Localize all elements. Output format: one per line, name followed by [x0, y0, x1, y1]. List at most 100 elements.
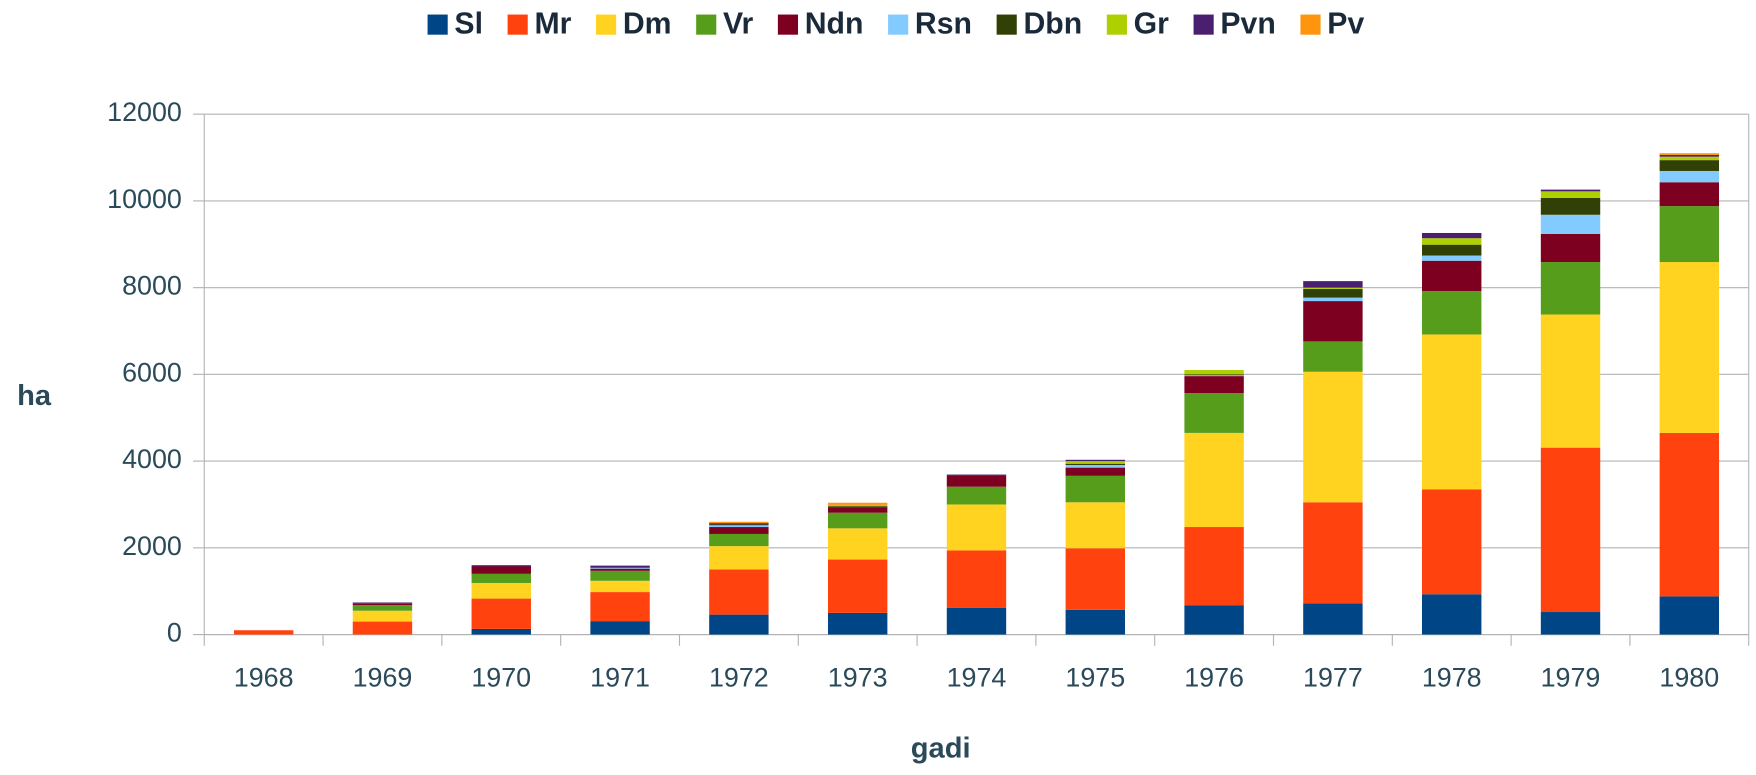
legend-label: Mr	[534, 8, 571, 41]
bar-segment	[709, 522, 768, 523]
legend-swatch	[1300, 15, 1320, 35]
y-tick-label: 2000	[122, 531, 182, 561]
bar-segment	[472, 629, 531, 635]
bar-segment	[1422, 334, 1481, 489]
bar-segment	[828, 528, 887, 559]
bar-segment	[1660, 433, 1719, 596]
x-tick-label: 1977	[1303, 662, 1363, 692]
y-tick-label: 10000	[107, 184, 182, 214]
x-tick-label: 1978	[1422, 662, 1482, 692]
bar-segment	[709, 527, 768, 534]
bar-segment	[1660, 160, 1719, 171]
bar-segment	[947, 504, 1006, 550]
legend-swatch	[1107, 15, 1127, 35]
bar-segment	[828, 505, 887, 506]
bar-segment	[947, 475, 1006, 476]
bar-segment	[353, 611, 412, 622]
bar-segment	[1066, 461, 1125, 464]
bar-segment	[1303, 603, 1362, 634]
bar-segment	[353, 605, 412, 611]
bar-segment	[1303, 289, 1362, 298]
bar-segment	[1184, 370, 1243, 374]
bar-segment	[1184, 527, 1243, 605]
bar-segment	[1184, 376, 1243, 393]
bar-segment	[947, 487, 1006, 505]
chart: ha gadi 02000400060008000100001200019681…	[0, 0, 1756, 770]
x-tick-label: 1976	[1184, 662, 1244, 692]
bar-segment	[1541, 191, 1600, 198]
bar-segment	[1541, 315, 1600, 448]
bar-segment	[1184, 606, 1243, 635]
bar-segment	[1660, 596, 1719, 634]
bar-segment	[1066, 476, 1125, 502]
y-tick-label: 6000	[122, 357, 182, 387]
legend-swatch	[1194, 15, 1214, 35]
bar-segment	[1660, 206, 1719, 262]
bar-segment	[1303, 298, 1362, 301]
y-tick-label: 8000	[122, 271, 182, 301]
bar-segment	[709, 570, 768, 615]
legend-label: Pvn	[1220, 8, 1275, 41]
x-tick-label: 1979	[1541, 662, 1601, 692]
x-tick-label: 1980	[1659, 662, 1719, 692]
y-tick-label: 4000	[122, 444, 182, 474]
x-axis-label: gadi	[911, 733, 971, 765]
bar-segment	[590, 569, 649, 571]
bar-segment	[590, 581, 649, 592]
bar-segment	[947, 475, 1006, 486]
x-tick-label: 1975	[1065, 662, 1125, 692]
bar-segment	[472, 566, 531, 573]
bar-segment	[1184, 374, 1243, 375]
x-tick-label: 1974	[947, 662, 1007, 692]
bar-segment	[709, 525, 768, 527]
x-tick-label: 1973	[828, 662, 888, 692]
bar-segment	[472, 565, 531, 566]
bar-segment	[1303, 341, 1362, 371]
legend-label: Ndn	[805, 8, 864, 41]
bar-segment	[1303, 288, 1362, 289]
bar-segment	[472, 574, 531, 583]
bar-segment	[709, 615, 768, 635]
bar-segment	[828, 503, 887, 505]
bar-segment	[1066, 502, 1125, 548]
bar-segment	[1066, 464, 1125, 465]
bar-segment	[709, 534, 768, 546]
bar-segment	[828, 513, 887, 529]
bar-segment	[1184, 375, 1243, 376]
legend-label: Pv	[1327, 8, 1364, 41]
bar-segment	[1303, 502, 1362, 603]
bar-segment	[1422, 238, 1481, 245]
bar-segment	[472, 599, 531, 629]
bar-segment	[590, 568, 649, 569]
bar-segment	[1303, 372, 1362, 503]
bar-segment	[828, 506, 887, 508]
bar-segment	[1660, 171, 1719, 182]
bar-segment	[353, 602, 412, 603]
bar-segment	[1660, 262, 1719, 433]
bar-segment	[1303, 301, 1362, 341]
bar-segment	[1541, 198, 1600, 215]
legend-label: Dbn	[1023, 8, 1082, 41]
bar-segment	[1303, 281, 1362, 288]
x-tick-label: 1970	[471, 662, 531, 692]
x-tick-label: 1971	[590, 662, 650, 692]
bar-segment	[1422, 594, 1481, 634]
bar-segment	[1184, 433, 1243, 527]
bar-segment	[590, 621, 649, 634]
legend-label: Sl	[454, 8, 483, 41]
x-tick-label: 1968	[234, 662, 294, 692]
bar-segment	[1422, 261, 1481, 291]
bar-segment	[1184, 393, 1243, 433]
x-tick-label: 1972	[709, 662, 769, 692]
bar-segment	[1660, 153, 1719, 155]
legend-label: Gr	[1134, 8, 1169, 41]
bar-segment	[709, 546, 768, 569]
legend-swatch	[508, 15, 528, 35]
x-tick-label: 1969	[353, 662, 413, 692]
bar-segment	[1066, 468, 1125, 476]
bar-segment	[828, 508, 887, 513]
y-tick-label: 12000	[107, 97, 182, 127]
legend-swatch	[696, 15, 716, 35]
bar-segment	[1541, 215, 1600, 234]
